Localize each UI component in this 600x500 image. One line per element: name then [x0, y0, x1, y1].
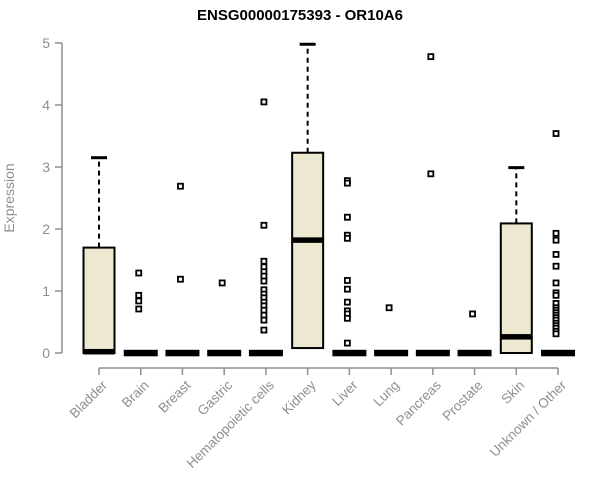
x-tick-label: Skin: [498, 378, 527, 407]
outlier-point: [552, 279, 560, 287]
y-axis-label: Expression: [1, 163, 17, 232]
collapsed-box-hematopoietic-cells: [248, 349, 283, 357]
y-tick-label: 2: [42, 221, 50, 237]
outlier-point: [552, 291, 560, 299]
outlier-point: [260, 221, 268, 229]
outlier-point: [135, 305, 143, 313]
outlier-point: [427, 170, 435, 178]
outlier-point: [385, 304, 393, 312]
y-tick-label: 1: [42, 283, 50, 299]
outlier-point: [260, 277, 268, 285]
outlier-point: [552, 262, 560, 270]
outlier-point: [260, 257, 268, 265]
outlier-point: [260, 316, 268, 324]
outlier-point: [552, 330, 560, 338]
chart-title: ENSG00000175393 - OR10A6: [197, 7, 403, 24]
x-tick-label: Breast: [155, 377, 193, 415]
outlier-point: [343, 298, 351, 306]
outlier-point: [135, 291, 143, 299]
x-tick-label: Gastric: [194, 377, 235, 418]
outlier-point: [177, 275, 184, 283]
outlier-point: [135, 297, 143, 305]
collapsed-box-liver: [332, 349, 367, 357]
outlier-point: [260, 326, 268, 334]
box-bladder: [82, 246, 116, 355]
outlier-point: [218, 279, 226, 287]
outlier-point: [343, 213, 351, 221]
x-tick-label: Lung: [370, 378, 402, 410]
outlier-point: [177, 182, 184, 190]
x-tick-label: Bladder: [67, 377, 111, 421]
x-tick-label: Unknown / Other: [487, 377, 570, 460]
outlier-point: [552, 236, 560, 244]
outlier-point: [427, 53, 435, 61]
collapsed-box-brain: [123, 349, 158, 357]
x-tick-label: Liver: [329, 377, 361, 409]
collapsed-box-gastric: [207, 349, 242, 357]
outlier-point: [343, 179, 351, 187]
box-kidney: [291, 151, 325, 350]
outlier-point: [552, 251, 560, 258]
x-tick-label: Brain: [119, 378, 152, 411]
outlier-point: [552, 130, 560, 137]
outlier-point: [552, 229, 560, 237]
median-line: [83, 348, 115, 355]
outlier-point: [343, 339, 351, 347]
collapsed-box-lung: [374, 349, 409, 357]
collapsed-box-unknown-other: [541, 349, 576, 357]
median-line: [292, 237, 324, 243]
outlier-point: [343, 314, 351, 322]
x-tick-label: Kidney: [279, 377, 319, 417]
outlier-point: [260, 98, 268, 106]
y-tick-label: 0: [42, 345, 50, 361]
y-tick-label: 5: [42, 35, 50, 51]
median-line: [500, 334, 532, 340]
outlier-point: [343, 234, 351, 242]
collapsed-box-prostate: [457, 349, 492, 357]
box-skin: [499, 222, 533, 354]
collapsed-box-pancreas: [415, 349, 450, 357]
collapsed-box-breast: [165, 349, 200, 357]
y-tick-label: 3: [42, 159, 50, 175]
x-tick-label: Prostate: [440, 378, 486, 424]
y-tick-label: 4: [42, 97, 50, 113]
outlier-point: [343, 285, 351, 293]
outlier-point: [135, 269, 143, 277]
x-tick-label: Pancreas: [393, 377, 444, 428]
outlier-point: [343, 277, 351, 284]
outlier-point: [469, 310, 476, 318]
